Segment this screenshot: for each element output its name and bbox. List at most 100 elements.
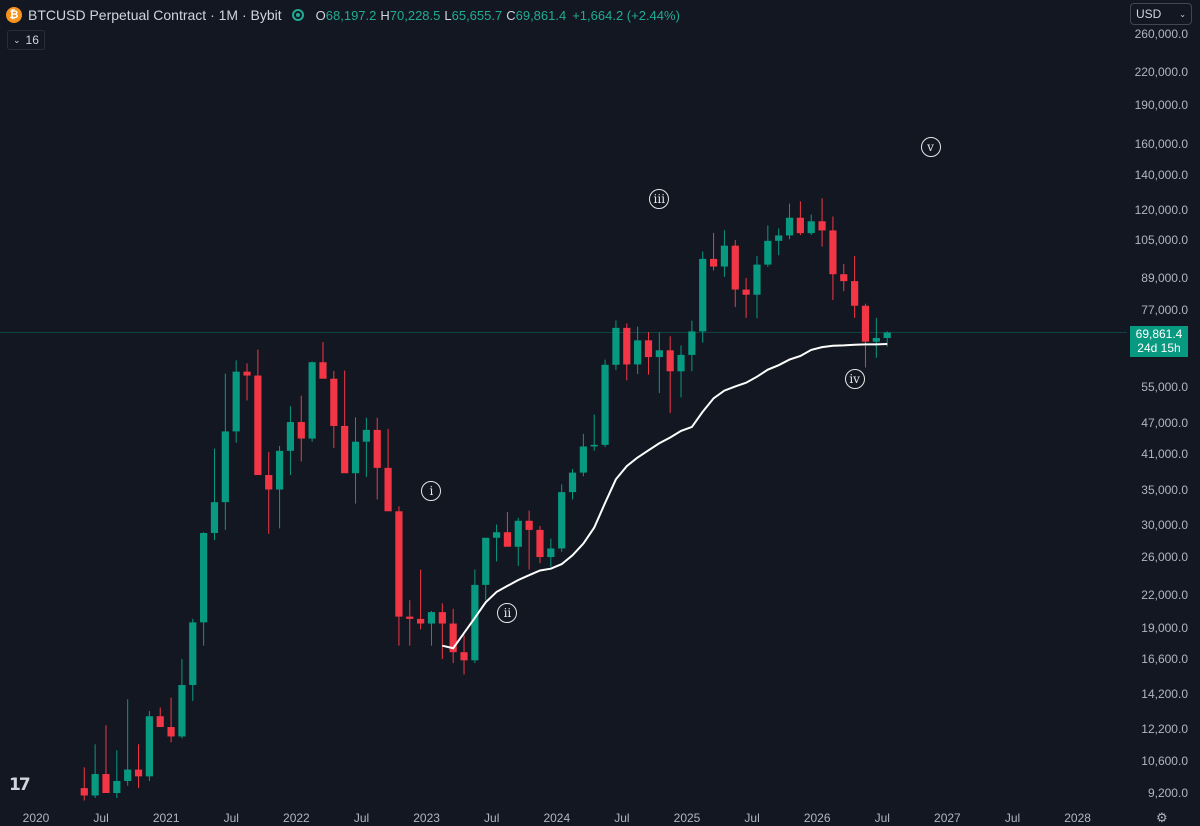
candle-body xyxy=(102,774,110,793)
time-tick-label: Jul xyxy=(93,811,109,825)
candle-body xyxy=(688,331,696,355)
wave-label-v[interactable]: v xyxy=(920,137,941,158)
high-value: 70,228.5 xyxy=(389,7,441,23)
price-tick-label: 220,000.0 xyxy=(1134,64,1188,79)
candle-body xyxy=(492,532,501,538)
time-tick-label: 2027 xyxy=(934,811,961,825)
candle-body xyxy=(91,774,99,796)
price-tick-label: 14,200.0 xyxy=(1141,687,1188,702)
price-tick-label: 260,000.0 xyxy=(1134,27,1188,41)
candle-body xyxy=(568,472,577,493)
chevron-down-icon: ⌄ xyxy=(1179,9,1186,19)
chart-header: ₿ BTCUSD Perpetual Contract · 1M · Bybit… xyxy=(6,5,680,25)
candle-body xyxy=(525,520,533,530)
market-status-icon[interactable] xyxy=(291,9,304,21)
candle-body xyxy=(460,652,468,661)
candle-body xyxy=(612,327,620,365)
bar-countdown: 24d 15h xyxy=(1137,341,1181,355)
candle-body xyxy=(579,446,587,473)
symbol-title[interactable]: BTCUSD Perpetual Contract · 1M · Bybit xyxy=(28,7,282,23)
candle-body xyxy=(601,364,609,445)
candle-body xyxy=(796,217,804,234)
candle-body xyxy=(720,245,729,267)
candle-body xyxy=(731,245,739,290)
wave-label-ii[interactable]: ii xyxy=(497,603,518,624)
price-tick-label: 10,600.0 xyxy=(1141,753,1188,768)
candle-body xyxy=(243,371,251,376)
moving-average-line xyxy=(442,343,888,650)
bitcoin-icon: ₿ xyxy=(6,7,22,23)
open-value: 68,197.2 xyxy=(325,7,377,23)
candle-body xyxy=(666,350,674,372)
candle-body xyxy=(482,537,490,585)
price-tick-label: 16,600.0 xyxy=(1141,651,1188,666)
candle-body xyxy=(829,230,837,275)
candle-body xyxy=(200,533,208,623)
candle-body xyxy=(232,371,240,432)
candle-body xyxy=(319,362,327,379)
price-tick-label: 12,200.0 xyxy=(1141,721,1188,736)
indicator-legend-toggle[interactable]: ⌄ 16 xyxy=(7,30,45,50)
wave-label-i[interactable]: i xyxy=(421,480,442,501)
candle-body xyxy=(113,780,121,793)
price-tick-label: 35,000.0 xyxy=(1141,482,1188,497)
close-value: 69,861.4 xyxy=(515,7,567,23)
candle-body xyxy=(471,584,479,661)
candle-body xyxy=(883,332,891,338)
price-tick-label: 19,000.0 xyxy=(1141,621,1188,636)
candle-body xyxy=(851,281,859,306)
candle-bodies xyxy=(80,217,891,796)
close-key: C xyxy=(506,7,516,23)
time-tick-label: Jul xyxy=(353,811,370,825)
time-tick-label: 2028 xyxy=(1064,811,1091,825)
price-tick-label: 22,000.0 xyxy=(1141,587,1188,602)
candle-body xyxy=(644,340,653,358)
price-tick-label: 190,000.0 xyxy=(1134,98,1188,113)
candle-body xyxy=(145,716,153,777)
time-tick-label: Jul xyxy=(744,811,760,825)
currency-label: USD xyxy=(1136,7,1162,21)
candle-body xyxy=(427,612,436,624)
candle-body xyxy=(189,622,197,686)
price-tick-label: 105,000.0 xyxy=(1134,232,1188,247)
wave-label-iii[interactable]: iii xyxy=(649,188,670,209)
chevron-down-icon: ⌄ xyxy=(13,34,21,45)
candle-body xyxy=(785,217,794,236)
candle-body xyxy=(709,258,718,267)
candle-body xyxy=(449,623,457,653)
candle-body xyxy=(417,618,425,624)
candle-body xyxy=(503,532,512,547)
gear-icon[interactable]: ⚙ xyxy=(1156,810,1168,825)
currency-select[interactable]: USD ⌄ xyxy=(1130,3,1192,25)
candle-body xyxy=(265,475,273,490)
price-tick-label: 140,000.0 xyxy=(1134,167,1188,182)
candle-body xyxy=(167,727,175,737)
time-tick-label: 2020 xyxy=(22,811,50,825)
change-value: +1,664.2 (+2.44%) xyxy=(572,7,680,23)
low-value: 65,655.7 xyxy=(451,7,503,23)
candle-body xyxy=(395,511,403,617)
price-tick-label: 30,000.0 xyxy=(1141,517,1188,532)
candle-body xyxy=(308,362,316,439)
candle-body xyxy=(156,716,164,728)
price-tick-label: 89,000.0 xyxy=(1141,270,1188,285)
candle-body xyxy=(558,492,566,549)
candle-body xyxy=(677,354,685,372)
candle-body xyxy=(275,450,284,490)
candle-body xyxy=(590,444,598,447)
candle-body xyxy=(330,378,338,426)
candle-body xyxy=(221,431,229,503)
candle-wicks xyxy=(83,198,888,801)
wave-label-iv[interactable]: iv xyxy=(844,368,865,389)
candle-body xyxy=(134,769,143,777)
candle-body xyxy=(373,429,381,468)
tradingview-logo-icon[interactable]: 17 xyxy=(9,775,31,795)
price-tick-label: 55,000.0 xyxy=(1141,379,1188,394)
candle-body xyxy=(351,441,360,474)
time-tick-label: Jul xyxy=(614,811,630,825)
time-tick-label: 2025 xyxy=(673,811,701,825)
candle-body xyxy=(178,685,186,737)
price-tick-label: 26,000.0 xyxy=(1141,550,1188,565)
time-tick-label: 2021 xyxy=(152,811,180,825)
